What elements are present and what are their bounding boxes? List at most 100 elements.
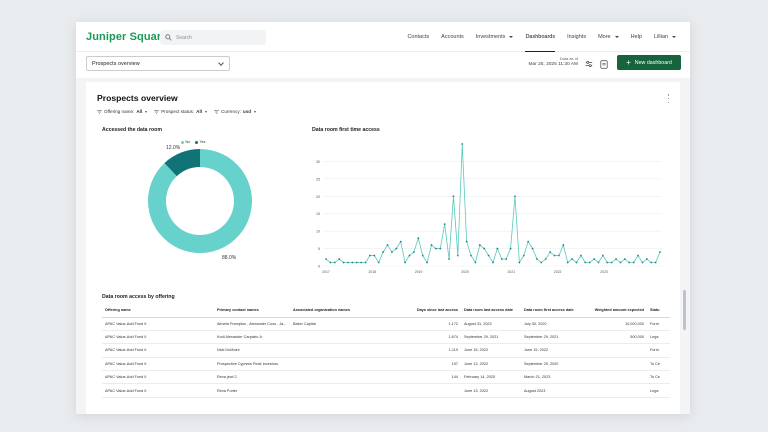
dashboard-select[interactable]: Prospects overview xyxy=(86,56,230,71)
data-point[interactable] xyxy=(338,258,341,260)
table-row[interactable]: APAC Value-Add Fund II Kodi Alexander Car… xyxy=(102,330,670,345)
data-point[interactable] xyxy=(483,247,486,250)
data-point[interactable] xyxy=(584,261,587,264)
data-point[interactable] xyxy=(654,261,657,264)
data-point[interactable] xyxy=(430,244,433,246)
data-point[interactable] xyxy=(509,247,512,250)
vertical-scrollbar[interactable] xyxy=(683,290,686,330)
nav-item-insights[interactable]: Insights xyxy=(561,22,592,52)
data-point[interactable] xyxy=(347,261,349,264)
data-point[interactable] xyxy=(632,261,635,264)
search-box[interactable]: Search xyxy=(160,30,266,45)
data-point[interactable] xyxy=(531,247,534,250)
data-point[interactable] xyxy=(373,254,376,257)
data-point[interactable] xyxy=(527,240,530,243)
nav-item-contacts[interactable]: Contacts xyxy=(401,22,435,52)
filter-chip[interactable]: Offering name: All xyxy=(97,109,148,114)
data-point[interactable] xyxy=(575,261,578,264)
data-point[interactable] xyxy=(325,258,327,260)
data-point[interactable] xyxy=(637,254,639,257)
data-point[interactable] xyxy=(518,261,521,264)
data-point[interactable] xyxy=(544,258,547,260)
column-header[interactable]: Data room last access date xyxy=(461,304,521,318)
data-point[interactable] xyxy=(628,261,631,264)
data-point[interactable] xyxy=(452,195,455,198)
data-point[interactable] xyxy=(386,244,389,246)
data-point[interactable] xyxy=(593,258,595,260)
data-point[interactable] xyxy=(421,254,424,257)
table-row[interactable]: APAC Value-Add Fund II Reva Porter June 13… xyxy=(102,383,670,398)
data-point[interactable] xyxy=(536,258,538,260)
nav-item-help[interactable]: Help xyxy=(625,22,648,52)
data-point[interactable] xyxy=(623,258,626,260)
data-point[interactable] xyxy=(500,258,503,260)
data-point[interactable] xyxy=(377,261,380,264)
data-point[interactable] xyxy=(364,261,367,264)
data-point[interactable] xyxy=(514,195,516,198)
data-point[interactable] xyxy=(395,247,398,250)
nav-item-accounts[interactable]: Accounts xyxy=(435,22,470,52)
data-point[interactable] xyxy=(610,261,613,264)
search-input[interactable]: Search xyxy=(176,34,192,41)
donut-slice-yes[interactable] xyxy=(164,149,200,177)
data-point[interactable] xyxy=(619,261,622,264)
data-point[interactable] xyxy=(391,251,393,253)
data-point[interactable] xyxy=(645,258,648,260)
nav-item-investments[interactable]: Investments xyxy=(470,22,520,52)
data-point[interactable] xyxy=(412,251,415,253)
data-point[interactable] xyxy=(461,143,464,145)
filter-settings-button[interactable] xyxy=(584,59,594,69)
data-point[interactable] xyxy=(566,261,569,264)
data-point[interactable] xyxy=(579,254,582,257)
data-point[interactable] xyxy=(417,237,420,240)
data-point[interactable] xyxy=(522,254,525,257)
column-header[interactable]: Statu xyxy=(647,304,670,318)
table-row[interactable]: APAC Value-Add Fund II Nick DuMoire 1,119 J… xyxy=(102,343,670,358)
column-header[interactable]: Associated organization names xyxy=(290,304,405,318)
data-point[interactable] xyxy=(470,254,472,257)
data-point[interactable] xyxy=(456,254,459,257)
data-point[interactable] xyxy=(404,261,407,264)
data-point[interactable] xyxy=(360,261,363,264)
data-point[interactable] xyxy=(492,261,494,264)
data-point[interactable] xyxy=(650,261,653,264)
data-point[interactable] xyxy=(659,251,661,253)
data-point[interactable] xyxy=(448,258,450,260)
data-point[interactable] xyxy=(562,244,565,246)
data-point[interactable] xyxy=(426,261,428,264)
filter-chip[interactable]: Prospect status: All xyxy=(154,109,207,114)
data-point[interactable] xyxy=(588,261,591,264)
nav-item-more[interactable]: More xyxy=(592,22,625,52)
data-point[interactable] xyxy=(408,254,411,257)
data-point[interactable] xyxy=(478,244,481,246)
data-point[interactable] xyxy=(549,251,552,253)
table-row[interactable]: APAC Value-Add Fund II Almeta Frampton , … xyxy=(102,317,670,331)
data-point[interactable] xyxy=(641,261,644,264)
table-row[interactable]: APAC Value-Add Fund II Prospective Cypres… xyxy=(102,357,670,372)
data-point[interactable] xyxy=(355,261,358,264)
data-point[interactable] xyxy=(487,254,490,257)
new-dashboard-button[interactable]: + New dashboard xyxy=(617,55,681,70)
data-point[interactable] xyxy=(601,254,604,257)
export-button[interactable] xyxy=(599,59,609,69)
column-header[interactable]: Weighted amount expected xyxy=(583,304,647,318)
data-point[interactable] xyxy=(342,261,345,264)
data-point[interactable] xyxy=(434,247,437,250)
data-point[interactable] xyxy=(571,258,574,260)
data-point[interactable] xyxy=(606,261,609,264)
data-point[interactable] xyxy=(369,254,371,257)
data-point[interactable] xyxy=(333,261,336,264)
data-point[interactable] xyxy=(351,261,354,264)
data-point[interactable] xyxy=(505,258,508,260)
data-point[interactable] xyxy=(329,261,332,264)
data-point[interactable] xyxy=(553,254,556,257)
donut-slice-no[interactable] xyxy=(148,149,252,253)
data-point[interactable] xyxy=(465,240,468,243)
data-point[interactable] xyxy=(439,247,442,250)
column-header[interactable]: Data room first access date xyxy=(521,304,583,318)
data-point[interactable] xyxy=(496,247,499,250)
more-options-icon[interactable] xyxy=(667,94,670,103)
data-point[interactable] xyxy=(443,223,446,226)
data-point[interactable] xyxy=(615,258,617,260)
column-header[interactable]: Offering name xyxy=(102,304,214,318)
